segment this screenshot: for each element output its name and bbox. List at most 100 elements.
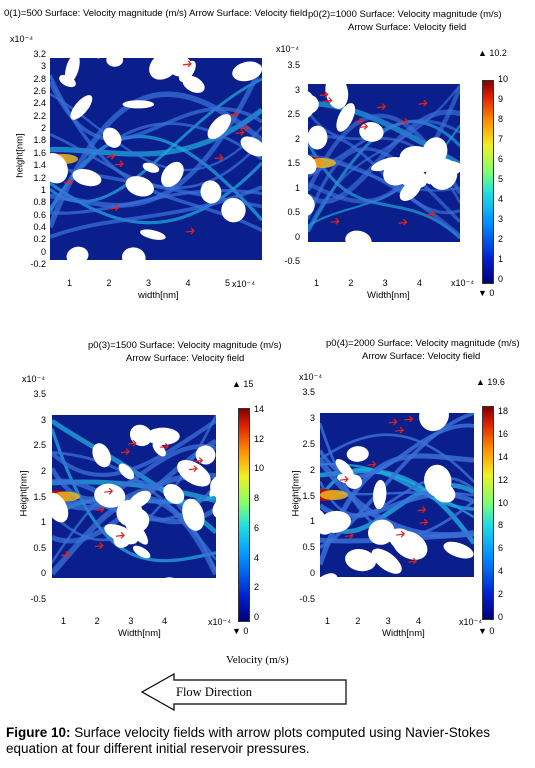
y-tick-label: -0.5 — [284, 256, 300, 266]
velocity-arrow — [394, 426, 404, 434]
panel-2-x-exponent: x10⁻⁴ — [451, 278, 475, 288]
x-tick-label: 1 — [325, 616, 331, 626]
panel-2-xlabel: Width[nm] — [367, 290, 410, 301]
y-tick-label: 1.4 — [33, 160, 46, 171]
colorbar-tick-label: 6 — [254, 522, 260, 533]
panel-4-colorbar-min: ▼ 0 — [478, 626, 495, 636]
y-tick-label: 3 — [40, 414, 46, 425]
x-tick-label: 3 — [146, 278, 152, 288]
colorbar-tick-label: 1 — [498, 254, 504, 264]
y-tick-label: 0.6 — [33, 209, 46, 220]
velocity-arrow — [114, 160, 124, 168]
velocity-arrow — [229, 110, 239, 118]
colorbar-tick-label: 4 — [498, 566, 504, 577]
velocity-arrow — [367, 460, 377, 468]
panel-4-xlabel: Width[nm] — [382, 628, 425, 639]
panel-4-subtitle: Arrow Surface: Velocity field — [362, 351, 481, 362]
panel-3-y-exponent: x10⁻⁴ — [22, 374, 46, 384]
colorbar-tick-label: 10 — [498, 74, 509, 84]
solid-grain — [200, 180, 222, 204]
y-tick-label: -0.5 — [299, 594, 315, 604]
solid-grain — [94, 483, 126, 508]
solid-grain — [373, 479, 387, 510]
flow-channel — [50, 107, 262, 157]
velocity-arrow — [121, 448, 130, 456]
colorbar-tick-label: 18 — [498, 406, 509, 416]
solid-grain — [207, 114, 232, 140]
velocity-arrow — [404, 415, 414, 423]
solid-grain — [392, 530, 428, 560]
y-tick-label: 1 — [309, 516, 315, 527]
velocity-arrow — [399, 117, 409, 125]
solid-grain — [132, 545, 151, 559]
flow-channel — [52, 428, 216, 563]
colorbar-tick-label: 6 — [498, 154, 504, 164]
x-tick-label: 1 — [314, 278, 320, 288]
velocity-arrow — [398, 218, 408, 226]
solid-grain — [337, 474, 353, 484]
colorbar-tick-label: 10 — [254, 463, 265, 474]
panel-1-y-exponent: x10⁻⁴ — [10, 34, 34, 44]
flow-channel — [308, 86, 460, 204]
velocity-arrow — [359, 123, 369, 130]
velocity-arrow — [95, 505, 105, 513]
colorbar-tick-label: 0 — [498, 612, 504, 622]
y-tick-label: 2 — [40, 465, 46, 476]
velocity-arrow — [319, 91, 329, 98]
flow-channel — [320, 468, 474, 545]
y-tick-label: 0 — [294, 231, 300, 242]
colorbar-tick-label: 8 — [498, 114, 504, 124]
x-tick-label: 3 — [382, 278, 388, 288]
solid-grain — [182, 75, 205, 93]
y-tick-label: 2.4 — [33, 98, 46, 109]
panel-3-title: p0(3)=1500 Surface: Velocity magnitude (… — [88, 340, 282, 351]
panel-1-title: 0(1)=500 Surface: Velocity magnitude (m/… — [4, 8, 308, 19]
colorbar-tick-label: 14 — [254, 404, 265, 414]
solid-grain — [209, 473, 216, 497]
velocity-axis-label: Velocity (m/s) — [226, 654, 289, 666]
y-tick-label: 0.5 — [302, 542, 315, 553]
velocity-arrow — [323, 96, 333, 104]
solid-grain — [177, 460, 211, 487]
y-tick-label: 2 — [40, 123, 46, 134]
solid-grain — [104, 524, 138, 545]
solid-grain — [118, 463, 135, 480]
solid-grain — [182, 498, 205, 531]
x-tick-label: 1 — [67, 278, 73, 288]
velocity-arrow — [418, 99, 428, 107]
x-tick-label: 2 — [348, 278, 354, 288]
solid-grain — [129, 490, 151, 509]
y-tick-label: 0.2 — [33, 234, 46, 245]
colorbar-tick-label: 4 — [498, 194, 504, 204]
y-tick-label: 3 — [40, 61, 46, 72]
solid-grain — [345, 230, 372, 242]
flow-channel — [308, 141, 460, 240]
panel-1-xlabel: width[nm] — [138, 290, 179, 301]
x-tick-label: 2 — [355, 616, 361, 626]
solid-grain — [345, 549, 377, 572]
y-tick-label: 3.5 — [287, 60, 300, 70]
velocity-arrow — [63, 178, 73, 186]
flow-channel — [320, 413, 474, 550]
y-tick-label: 2.5 — [33, 440, 46, 451]
solid-grain — [430, 160, 460, 177]
y-tick-label: 0.4 — [33, 221, 46, 232]
x-tick-label: 3 — [385, 616, 391, 626]
solid-grain — [121, 247, 146, 260]
panel-4-ylabel: Height[nm] — [290, 470, 302, 517]
panel-3-field — [52, 415, 216, 578]
solid-grain — [419, 413, 449, 432]
panel-1-ylabel: height[nm] — [14, 133, 26, 178]
panel-4-y-exponent: x10⁻⁴ — [299, 372, 323, 382]
colorbar-tick-label: 4 — [254, 552, 260, 563]
colorbar-tick-label: 6 — [498, 543, 504, 554]
y-tick-label: 0 — [40, 568, 46, 579]
y-tick-label: 1.5 — [33, 491, 46, 502]
caption-label: Figure 10: — [6, 725, 71, 740]
solid-grain — [64, 58, 80, 84]
velocity-arrow — [377, 103, 386, 111]
panel-4-colorbar — [482, 406, 494, 620]
solid-grain — [443, 541, 474, 559]
flow-direction-arrow — [140, 672, 347, 712]
velocity-arrow — [408, 557, 418, 565]
